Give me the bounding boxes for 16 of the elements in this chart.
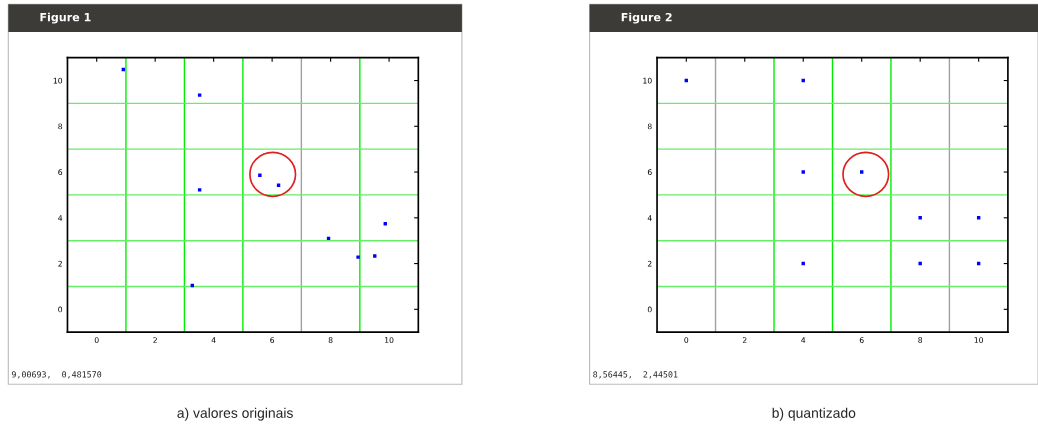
point bbox=[373, 254, 377, 258]
point bbox=[258, 173, 262, 177]
point bbox=[918, 216, 922, 220]
point bbox=[356, 255, 360, 259]
text: 8,56445, 2,44501 bbox=[593, 371, 678, 379]
chart-title: Figure 2 bbox=[621, 12, 672, 24]
point bbox=[918, 261, 922, 266]
text: a) valores originais bbox=[177, 407, 293, 421]
point bbox=[197, 93, 202, 97]
text: b) quantizado bbox=[772, 407, 856, 421]
point bbox=[197, 188, 202, 192]
point bbox=[976, 216, 981, 220]
point bbox=[801, 170, 805, 174]
point bbox=[860, 170, 864, 174]
text: 9,00693, 0,481570 bbox=[11, 371, 102, 379]
chart-title: Figure 1 bbox=[40, 12, 91, 24]
